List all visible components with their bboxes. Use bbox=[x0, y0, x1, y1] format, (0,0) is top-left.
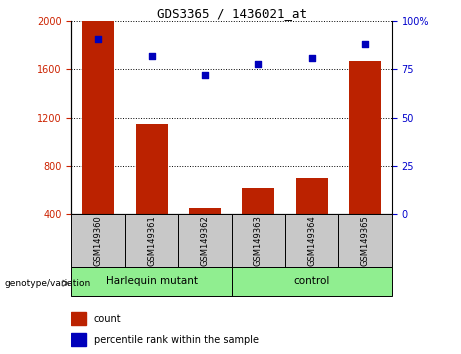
Bar bbox=[242, 188, 274, 214]
Point bbox=[308, 55, 315, 61]
Bar bbox=[338, 214, 392, 267]
Text: GSM149361: GSM149361 bbox=[147, 215, 156, 266]
Point bbox=[95, 36, 102, 41]
Point bbox=[201, 73, 209, 78]
Bar bbox=[231, 214, 285, 267]
Text: GSM149360: GSM149360 bbox=[94, 215, 103, 266]
Text: control: control bbox=[294, 276, 330, 286]
Bar bbox=[82, 21, 114, 214]
Bar bbox=[231, 267, 392, 296]
Bar bbox=[71, 214, 125, 267]
Point bbox=[148, 53, 155, 59]
Bar bbox=[71, 267, 231, 296]
Bar bbox=[136, 124, 167, 214]
Text: GSM149362: GSM149362 bbox=[201, 215, 209, 266]
Bar bbox=[296, 178, 328, 214]
Text: percentile rank within the sample: percentile rank within the sample bbox=[94, 335, 259, 345]
Point bbox=[361, 41, 369, 47]
Bar bbox=[189, 208, 221, 214]
Bar bbox=[125, 214, 178, 267]
Bar bbox=[71, 333, 86, 346]
Text: genotype/variation: genotype/variation bbox=[5, 279, 91, 288]
Text: GSM149363: GSM149363 bbox=[254, 215, 263, 266]
Bar bbox=[285, 214, 338, 267]
Bar bbox=[178, 214, 231, 267]
Point bbox=[254, 61, 262, 67]
Bar bbox=[349, 61, 381, 214]
Text: GSM149364: GSM149364 bbox=[307, 215, 316, 266]
Title: GDS3365 / 1436021_at: GDS3365 / 1436021_at bbox=[157, 7, 307, 20]
Text: count: count bbox=[94, 314, 122, 324]
Text: Harlequin mutant: Harlequin mutant bbox=[106, 276, 198, 286]
Bar bbox=[71, 312, 86, 325]
Text: GSM149365: GSM149365 bbox=[361, 215, 370, 266]
